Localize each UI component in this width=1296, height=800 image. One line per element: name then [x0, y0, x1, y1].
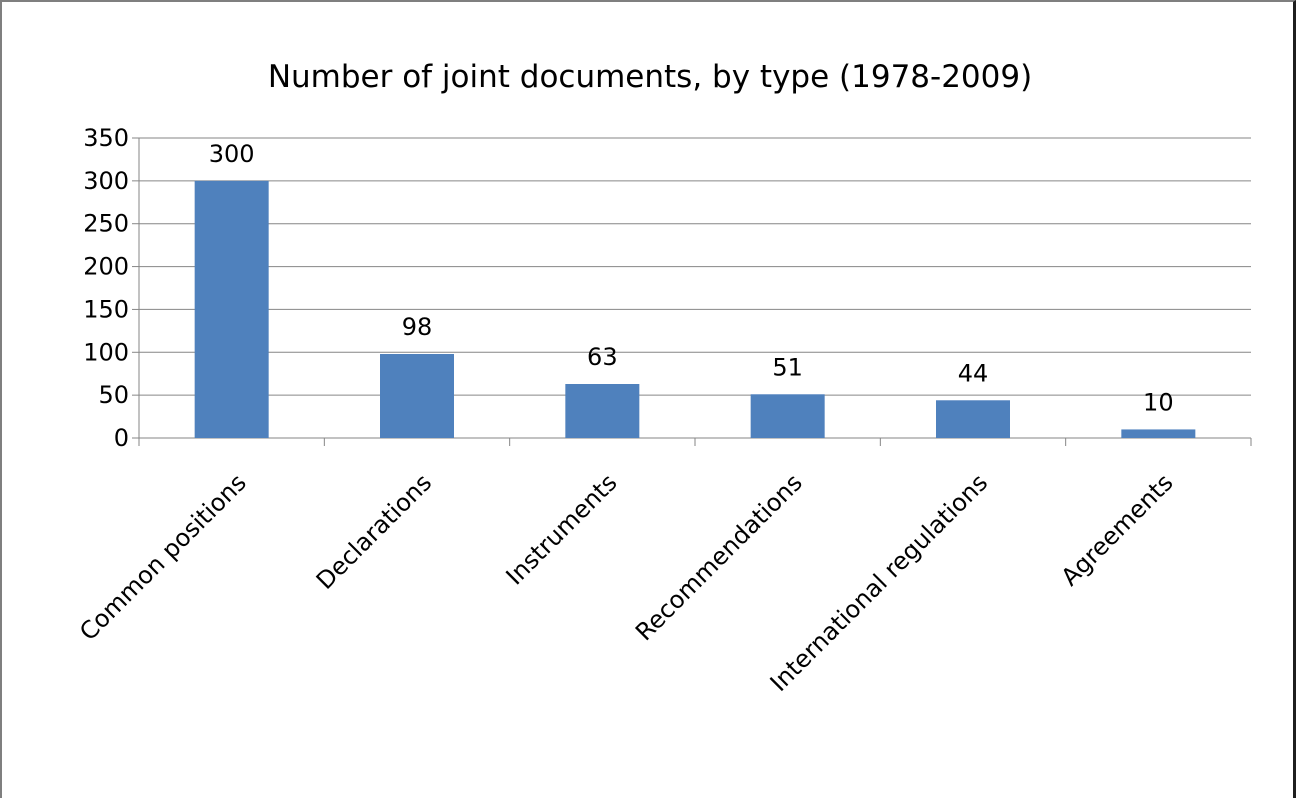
y-tick-label: 150 — [83, 295, 129, 323]
data-label: 300 — [209, 140, 255, 168]
chart-title: Number of joint documents, by type (1978… — [268, 59, 1032, 95]
bars — [194, 180, 1196, 438]
axes: 0 50 100 150 200 250 300 350 — [83, 124, 1252, 452]
category-labels: Common positions Declarations Instruments R… — [74, 468, 1178, 697]
category-label: Instruments — [501, 468, 623, 590]
bar — [936, 400, 1010, 438]
bar — [194, 180, 269, 438]
y-tick-label: 0 — [114, 424, 129, 452]
data-label: 10 — [1143, 388, 1174, 416]
gridlines — [139, 137, 1251, 396]
data-label: 98 — [402, 313, 433, 341]
y-tick-label: 250 — [83, 210, 129, 238]
y-tick-label: 350 — [83, 124, 129, 152]
category-label: Declarations — [311, 468, 437, 594]
data-labels: 300 98 63 51 44 10 — [209, 140, 1174, 417]
category-label: Recommendations — [630, 468, 808, 646]
category-label: Agreements — [1056, 468, 1179, 591]
data-label: 63 — [587, 343, 618, 371]
bar — [380, 354, 454, 438]
y-tick-label: 100 — [83, 338, 129, 366]
y-tick-label: 50 — [98, 381, 129, 409]
y-tick-label: 200 — [83, 253, 129, 281]
category-label: Common positions — [74, 468, 252, 646]
data-label: 51 — [772, 353, 803, 381]
bar — [750, 394, 825, 438]
data-label: 44 — [958, 359, 989, 387]
bar — [1121, 429, 1196, 438]
bar — [565, 384, 640, 438]
y-tick-label: 300 — [83, 167, 129, 195]
category-label: International regulations — [765, 468, 994, 697]
